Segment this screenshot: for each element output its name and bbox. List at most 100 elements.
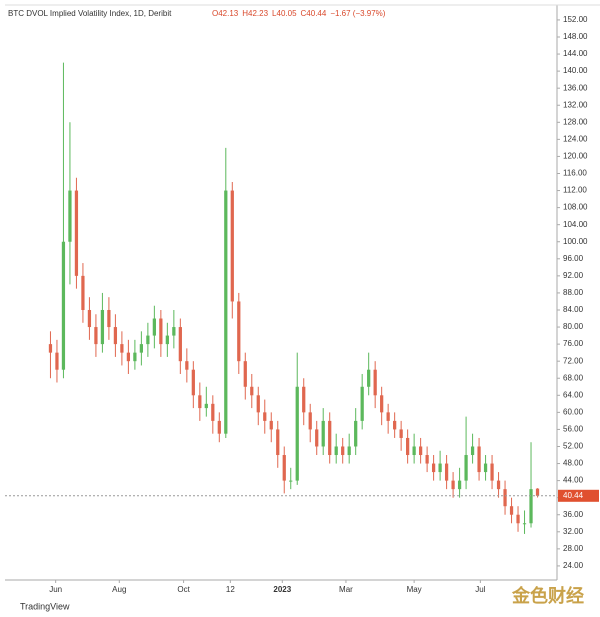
candle-body xyxy=(276,429,280,456)
y-tick-label: 136.00 xyxy=(563,83,588,92)
candle-body xyxy=(386,412,390,421)
y-tick-label: 120.00 xyxy=(563,152,588,161)
legend-value: O42.13 xyxy=(212,9,239,18)
candle-body xyxy=(178,327,182,362)
y-tick-label: 84.00 xyxy=(563,305,584,314)
candle-body xyxy=(367,369,371,387)
y-tick-label: 60.00 xyxy=(563,407,584,416)
candle-body xyxy=(55,352,59,370)
candle-body xyxy=(341,446,345,456)
last-price-box xyxy=(558,489,599,502)
candle-body xyxy=(172,327,176,336)
watermark: 金色财经 xyxy=(511,585,584,606)
candle-body xyxy=(419,446,423,456)
candle-body xyxy=(269,420,273,430)
candle-body xyxy=(211,403,215,421)
y-tick-label: 64.00 xyxy=(563,390,584,399)
y-tick-label: 104.00 xyxy=(563,220,588,229)
y-tick-label: 80.00 xyxy=(563,322,584,331)
candle-body xyxy=(431,463,436,473)
candle-body xyxy=(393,420,397,430)
y-tick-label: 124.00 xyxy=(563,134,588,143)
y-tick-label: 144.00 xyxy=(563,49,588,58)
legend-value: H42.23 xyxy=(242,9,268,18)
x-tick-label: May xyxy=(407,585,422,594)
legend-value: L40.05 xyxy=(272,9,297,18)
candle-body xyxy=(113,327,118,345)
candle-body xyxy=(308,412,312,430)
candle-body xyxy=(522,523,527,525)
candle-body xyxy=(100,309,105,345)
candle-body xyxy=(94,327,98,345)
candle-body xyxy=(289,480,293,482)
x-tick-label: Mar xyxy=(339,585,353,594)
y-tick-label: 92.00 xyxy=(563,271,584,280)
candle-body xyxy=(191,369,195,396)
x-tick-label: 12 xyxy=(226,585,235,594)
candle-body xyxy=(68,190,72,242)
candle-body xyxy=(74,190,79,276)
candle-body xyxy=(159,318,163,345)
y-tick-label: 24.00 xyxy=(563,561,584,570)
ohlc-legend: O42.13 H42.23 L40.05 C40.44 −1.67 (−3.97%) xyxy=(212,9,386,18)
candle-body xyxy=(464,455,468,481)
candle-body xyxy=(185,361,189,370)
candle-body xyxy=(483,463,488,473)
candle-body xyxy=(139,344,143,353)
candle-body xyxy=(120,344,124,353)
candle-body xyxy=(399,429,403,438)
candle-body xyxy=(152,318,156,336)
x-tick-label: Oct xyxy=(177,585,190,594)
candle-body xyxy=(425,455,429,464)
x-tick-label: Aug xyxy=(112,585,126,594)
candle-body xyxy=(165,335,169,345)
legend-value: C40.44 xyxy=(301,9,327,18)
candle-body xyxy=(535,488,540,496)
candle-body xyxy=(321,420,325,447)
candle-body xyxy=(490,463,494,481)
candle-body xyxy=(509,506,514,515)
y-tick-label: 128.00 xyxy=(563,117,588,126)
candle-body xyxy=(334,446,338,456)
y-tick-label: 72.00 xyxy=(563,356,584,365)
candle-body xyxy=(315,429,319,447)
candle-body xyxy=(477,446,481,473)
candle-body xyxy=(302,386,306,413)
y-tick-label: 116.00 xyxy=(563,169,587,178)
y-tick-label: 112.00 xyxy=(563,186,587,195)
y-tick-label: 68.00 xyxy=(563,373,584,382)
y-tick-label: 152.00 xyxy=(563,15,588,24)
candle-body xyxy=(354,420,358,447)
y-tick-label: 148.00 xyxy=(563,32,588,41)
candle-body xyxy=(230,190,234,302)
candle-body xyxy=(444,463,449,481)
y-tick-label: 48.00 xyxy=(563,459,584,468)
candle-body xyxy=(347,446,351,456)
candle-body xyxy=(133,352,137,362)
chart-title: BTC DVOL Implied Volatility Index, 1D, D… xyxy=(8,9,172,18)
candle-body xyxy=(217,420,221,434)
last-price-label: 40.44 xyxy=(563,491,584,500)
candle-body xyxy=(237,301,241,362)
candle-body xyxy=(457,480,462,490)
y-tick-label: 132.00 xyxy=(563,100,588,109)
branding: TradingView xyxy=(20,601,70,611)
candle-body xyxy=(529,489,533,524)
candle-body xyxy=(412,446,416,456)
y-tick-label: 36.00 xyxy=(563,510,584,519)
candle-body xyxy=(282,455,286,481)
candle-body xyxy=(295,386,299,481)
candle-body xyxy=(204,403,208,409)
y-tick-label: 44.00 xyxy=(563,476,584,485)
candle-body xyxy=(328,420,332,456)
y-tick-label: 108.00 xyxy=(563,203,588,212)
y-tick-label: 52.00 xyxy=(563,442,584,451)
candle-body xyxy=(48,344,53,353)
y-tick-label: 76.00 xyxy=(563,339,584,348)
y-tick-label: 96.00 xyxy=(563,254,584,263)
y-tick-label: 32.00 xyxy=(563,527,584,536)
candle-body xyxy=(61,241,66,370)
candle-body xyxy=(380,395,384,413)
